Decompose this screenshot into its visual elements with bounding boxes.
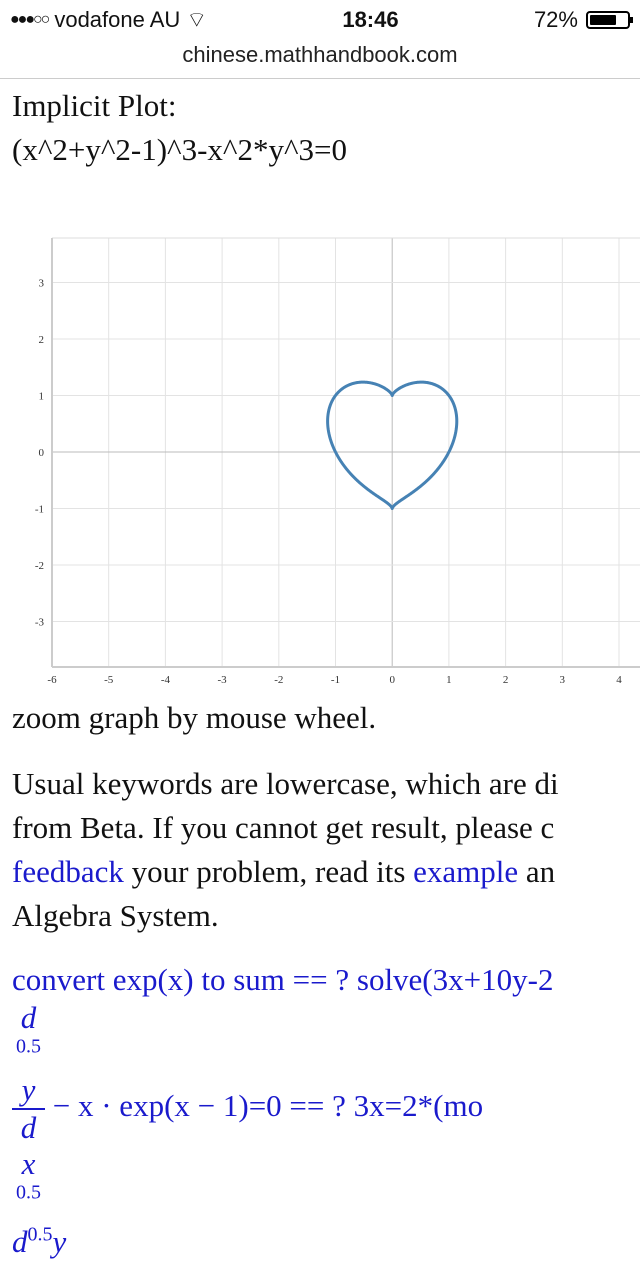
y-tick-label: 0 xyxy=(39,447,45,459)
x-tick-label: -5 xyxy=(104,674,114,686)
x-tick-label: -2 xyxy=(274,674,283,686)
example-link-3[interactable]: d0.5y xyxy=(12,1223,67,1259)
wifi-icon: ⌔ xyxy=(186,7,207,32)
equation: (x^2+y^2-1)^3-x^2*y^3=0 xyxy=(12,132,347,167)
x-tick-label: -4 xyxy=(161,674,171,686)
y-tick-label: -2 xyxy=(35,560,44,572)
x-tick-label: -3 xyxy=(218,674,228,686)
y-tick-label: -1 xyxy=(35,504,44,516)
x-tick-label: 4 xyxy=(616,674,622,686)
clock: 18:46 xyxy=(342,7,399,32)
x-tick-label: 0 xyxy=(389,674,395,686)
x-tick-label: 1 xyxy=(446,674,452,686)
x-tick-label: 2 xyxy=(503,674,509,686)
zoom-hint: zoom graph by mouse wheel. xyxy=(12,700,377,735)
example-link[interactable]: example xyxy=(413,854,519,889)
status-bar: ●●●○○ vodafone AU ⌔ 18:46 72% xyxy=(0,0,640,40)
x-tick-label: -1 xyxy=(331,674,340,686)
implicit-plot[interactable]: -6 -5 -4 -3 -2 -1 0 1 2 3 4 3 2 1 0 -1 -2 -3 xyxy=(0,230,640,690)
signal-icon: ●●●○○ xyxy=(10,11,50,28)
example-link-2[interactable]: d 0.5 y d x 0.5 − x · exp(x − 1)=0 == ? 3x=2*… xyxy=(12,1000,640,1218)
example-link-1[interactable]: convert exp(x) to sum == ? solve(3x+10y-… xyxy=(12,962,554,997)
y-tick-label: 3 xyxy=(39,278,45,290)
battery-icon xyxy=(585,11,633,29)
battery-percent: 72% xyxy=(533,7,578,32)
carrier: ●●●○○ vodafone AU ⌔ xyxy=(10,7,207,32)
x-tick-label: 3 xyxy=(560,674,566,686)
x-tick-label: -6 xyxy=(47,674,57,686)
y-tick-label: -3 xyxy=(35,617,45,629)
y-tick-label: 2 xyxy=(39,334,45,346)
page-title: Implicit Plot: (x^2+y^2-1)^3-x^2*y^3=0 xyxy=(12,84,347,172)
y-tick-label: 1 xyxy=(39,391,45,403)
heart-curve xyxy=(326,380,459,510)
address-bar[interactable]: chinese.mathhandbook.com xyxy=(0,40,640,79)
feedback-link[interactable]: feedback xyxy=(12,854,124,889)
